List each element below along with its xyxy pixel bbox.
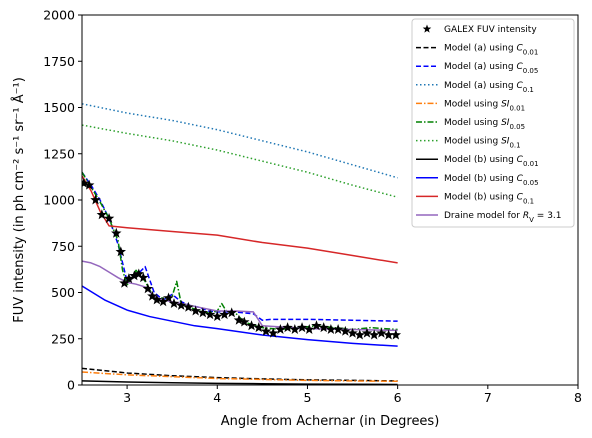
galex-data-point (354, 329, 365, 340)
x-tick-label: 3 (123, 390, 131, 405)
galex-data-point (190, 305, 201, 316)
galex-data-point (325, 324, 337, 334)
legend-label-model-using-si-0-05: Model using SI0.05 (444, 118, 525, 131)
x-axis-label: Angle from Achernar (in Degrees) (221, 414, 440, 429)
series-line-model-a-using-c-0-05 (82, 171, 398, 322)
legend-label-model-a-using-c-0-05: Model (a) using C0.05 (444, 62, 538, 75)
series-line-model-using-si-0-01 (82, 371, 398, 383)
y-tick-label: 500 (51, 285, 75, 300)
galex-data-point (332, 324, 344, 334)
legend-label-model-using-si-0-01: Model using SI0.01 (444, 99, 525, 112)
galex-data-point (347, 327, 358, 338)
galex-data-point (376, 327, 387, 338)
legend: GALEX FUV intensity Model (a) using C0.01… (411, 18, 575, 228)
series-line-model-using-si-0-05 (82, 171, 398, 331)
galex-data-point (246, 320, 257, 331)
galex-data-point (340, 325, 351, 336)
galex-data-point (368, 329, 380, 340)
galex-data-point (147, 290, 158, 301)
legend-label-model-a-using-c-0-01: Model (a) using C0.01 (444, 44, 538, 57)
galex-data-point (129, 270, 140, 281)
y-axis-label: FUV intensity (in ph cm⁻² s⁻¹ sr⁻¹ Å⁻¹) (11, 77, 27, 323)
y-tick-label: 1500 (43, 100, 75, 115)
galex-data-point (311, 320, 322, 331)
series-line-model-b-using-c-0-01 (82, 380, 398, 385)
y-tick-label: 2000 (43, 8, 75, 23)
series-line-model-b-using-c-0-1 (82, 175, 398, 264)
galex-data-point (103, 213, 115, 223)
galex-data-point (361, 327, 373, 338)
galex-data-point (157, 296, 169, 307)
y-tick-label: 1000 (43, 193, 75, 208)
galex-data-point (204, 309, 216, 320)
galex-data-point (390, 329, 402, 340)
legend-frame (411, 18, 575, 228)
galex-data-point (183, 301, 194, 312)
galex-data-point (282, 322, 293, 333)
galex-data-point (226, 307, 237, 318)
legend-label-model-using-si-0-1: Model using SI0.1 (444, 137, 521, 150)
series-line-model-b-using-c-0-05 (82, 285, 398, 347)
y-tick-label: 1250 (43, 146, 75, 161)
galex-data-point (142, 283, 154, 294)
legend-label-model-b-using-c-0-01: Model (b) using C0.01 (444, 155, 539, 168)
legend-marker-galex-fuv-intensity (422, 24, 432, 33)
y-axis: 0 250 500 750 1000 1250 1500 1750 2000 (43, 8, 82, 393)
galex-data-point (163, 292, 174, 303)
galex-data-point (233, 314, 245, 325)
x-tick-label: 4 (213, 390, 221, 405)
galex-data-point (115, 246, 127, 257)
galex-data-point (289, 324, 301, 334)
galex-data-point (151, 294, 163, 305)
x-tick-label: 5 (303, 390, 311, 405)
galex-data-point (82, 177, 90, 188)
galex-data-point (96, 209, 108, 220)
legend-label-model-b-using-c-0-05: Model (b) using C0.05 (444, 174, 539, 187)
galex-data-point (267, 327, 279, 338)
legend-label-draine-model-for-r-v-3-1: Draine model for RV = 3.1 (444, 211, 562, 224)
galex-data-point (253, 322, 264, 333)
galex-data-point (318, 322, 329, 333)
y-tick-label: 1750 (43, 54, 75, 69)
galex-data-point (83, 179, 95, 190)
legend-label-model-a-using-c-0-1: Model (a) using C0.1 (444, 81, 534, 94)
galex-data-point (383, 329, 394, 340)
y-tick-label: 0 (67, 378, 75, 393)
x-tick-label: 8 (574, 390, 582, 405)
galex-data-point (296, 322, 308, 333)
series-line-model-a-using-c-0-1 (82, 103, 398, 179)
x-tick-label: 6 (394, 390, 402, 405)
y-tick-label: 750 (51, 239, 75, 254)
x-tick-label: 7 (484, 390, 492, 405)
series-layer (82, 103, 402, 385)
legend-label-model-b-using-c-0-1: Model (b) using C0.1 (444, 192, 534, 205)
galex-data-point (90, 194, 101, 205)
galex-data-point (260, 325, 272, 336)
galex-data-point (175, 299, 187, 310)
galex-data-point (123, 273, 135, 284)
galex-data-point (138, 272, 149, 283)
galex-data-point (168, 298, 180, 309)
series-line-model-using-si-0-1 (82, 124, 398, 198)
galex-data-point (304, 324, 315, 334)
galex-data-point (119, 277, 130, 288)
galex-data-point (197, 307, 209, 318)
galex-data-point (212, 311, 223, 321)
galex-data-point (239, 316, 250, 327)
galex-data-point (133, 268, 145, 279)
legend-label-galex-fuv-intensity: GALEX FUV intensity (444, 25, 537, 35)
x-axis: 3 4 5 6 7 8 (123, 385, 582, 405)
galex-data-point (275, 324, 286, 334)
y-tick-label: 250 (51, 331, 75, 346)
galex-data-point (219, 309, 230, 320)
galex-data-point (111, 227, 122, 238)
